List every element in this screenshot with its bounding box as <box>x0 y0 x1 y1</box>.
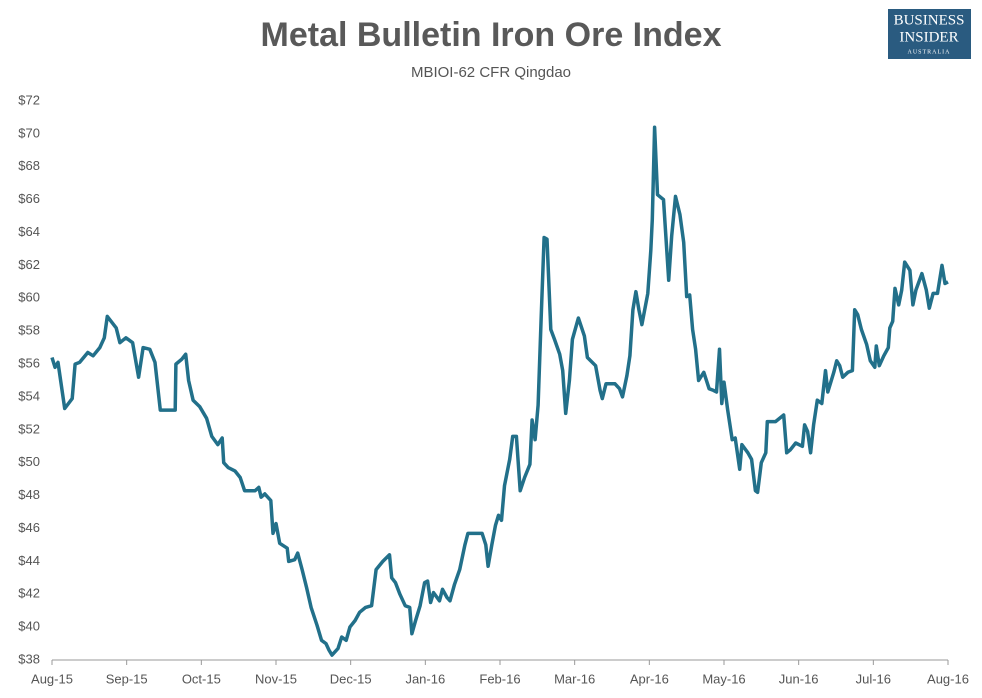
y-tick-label: $40 <box>18 619 40 634</box>
chart-title: Metal Bulletin Iron Ore Index <box>261 16 722 54</box>
y-tick-label: $68 <box>18 158 40 173</box>
y-tick-label: $64 <box>18 224 40 239</box>
x-tick-label: Mar-16 <box>554 671 595 686</box>
line-series <box>50 125 949 657</box>
y-tick-label: $38 <box>18 651 40 666</box>
x-tick-label: May-16 <box>702 671 745 686</box>
logo-text: BUSINESS <box>894 12 965 28</box>
y-tick-label: $48 <box>18 487 40 502</box>
x-tick-label: Sep-15 <box>106 671 148 686</box>
y-tick-label: $72 <box>18 92 40 107</box>
x-tick-label: Jun-16 <box>779 671 819 686</box>
logo-text: INSIDER <box>899 29 958 45</box>
chart-subtitle: MBIOI-62 CFR Qingdao <box>411 64 571 81</box>
x-tick-label: Dec-15 <box>330 671 372 686</box>
x-tick-label: Jan-16 <box>405 671 445 686</box>
y-tick-label: $58 <box>18 323 40 338</box>
y-tick-label: $52 <box>18 421 40 436</box>
y-tick-label: $50 <box>18 454 40 469</box>
y-tick-label: $44 <box>18 553 40 568</box>
y-tick-label: $54 <box>18 388 40 403</box>
x-tick-label: Oct-15 <box>182 671 221 686</box>
x-tick-label: Jul-16 <box>856 671 891 686</box>
y-tick-label: $60 <box>18 290 40 305</box>
x-tick-label: Feb-16 <box>479 671 520 686</box>
y-tick-label: $66 <box>18 191 40 206</box>
x-tick-label: Aug-15 <box>31 671 73 686</box>
y-tick-label: $70 <box>18 125 40 140</box>
y-tick-label: $56 <box>18 355 40 370</box>
x-tick-label: Apr-16 <box>630 671 669 686</box>
y-tick-label: $42 <box>18 586 40 601</box>
logo: BUSINESS INSIDER AUSTRALIA <box>888 9 971 59</box>
x-tick-label: Nov-15 <box>255 671 297 686</box>
y-tick-label: $46 <box>18 520 40 535</box>
y-tick-label: $62 <box>18 257 40 272</box>
logo-box <box>888 9 971 59</box>
logo-text: AUSTRALIA <box>908 49 951 55</box>
x-tick-label: Aug-16 <box>927 671 969 686</box>
